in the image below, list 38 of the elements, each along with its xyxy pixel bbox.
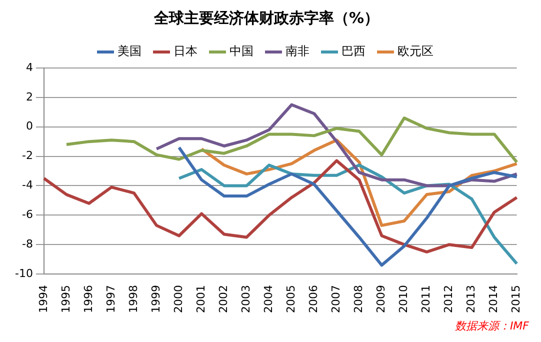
- x-tick-label: 2013: [464, 285, 478, 314]
- legend-label: 巴西: [342, 44, 366, 58]
- x-tick-label: 2011: [420, 285, 433, 314]
- x-tick-label: 2001: [194, 285, 208, 314]
- y-tick-label: 4: [26, 60, 33, 74]
- x-tick-label: 2008: [352, 285, 366, 314]
- x-tick-label: 1996: [82, 285, 95, 314]
- x-tick-label: 2014: [487, 285, 500, 314]
- y-tick-label: -2: [22, 149, 33, 162]
- chart-title: 全球主要经济体财政赤字率（%）: [152, 8, 380, 27]
- x-tick-label: 1997: [104, 285, 118, 314]
- x-tick-label: 2003: [239, 285, 252, 314]
- x-tick-label: 1994: [36, 285, 50, 314]
- y-tick-label: -8: [22, 237, 33, 250]
- x-tick-label: 2012: [442, 285, 456, 314]
- legend-label: 欧元区: [398, 44, 434, 58]
- legend-label: 日本: [174, 44, 198, 58]
- y-tick-label: -10: [15, 266, 33, 280]
- y-tick-label: 2: [26, 90, 33, 104]
- x-tick-label: 1995: [59, 285, 72, 314]
- x-tick-label: 2007: [330, 285, 343, 314]
- x-tick-label: 2004: [262, 285, 275, 314]
- x-tick-label: 2015: [510, 285, 523, 314]
- x-tick-label: 2006: [307, 285, 320, 314]
- x-tick-label: 2009: [374, 285, 388, 314]
- x-tick-label: 2010: [397, 285, 410, 314]
- y-tick-label: -6: [22, 208, 33, 222]
- legend-label: 中国: [230, 44, 254, 58]
- y-tick-label: 0: [26, 120, 33, 133]
- x-tick-label: 2000: [172, 285, 185, 314]
- source-note: 数据来源：IMF: [454, 319, 530, 332]
- x-tick-label: 2002: [216, 285, 230, 314]
- legend-label: 美国: [118, 44, 142, 58]
- x-tick-label: 2005: [284, 285, 298, 314]
- x-tick-label: 1998: [126, 285, 140, 314]
- legend-label: 南非: [286, 44, 310, 58]
- x-tick-label: 1999: [149, 285, 162, 314]
- y-tick-label: -4: [22, 178, 33, 192]
